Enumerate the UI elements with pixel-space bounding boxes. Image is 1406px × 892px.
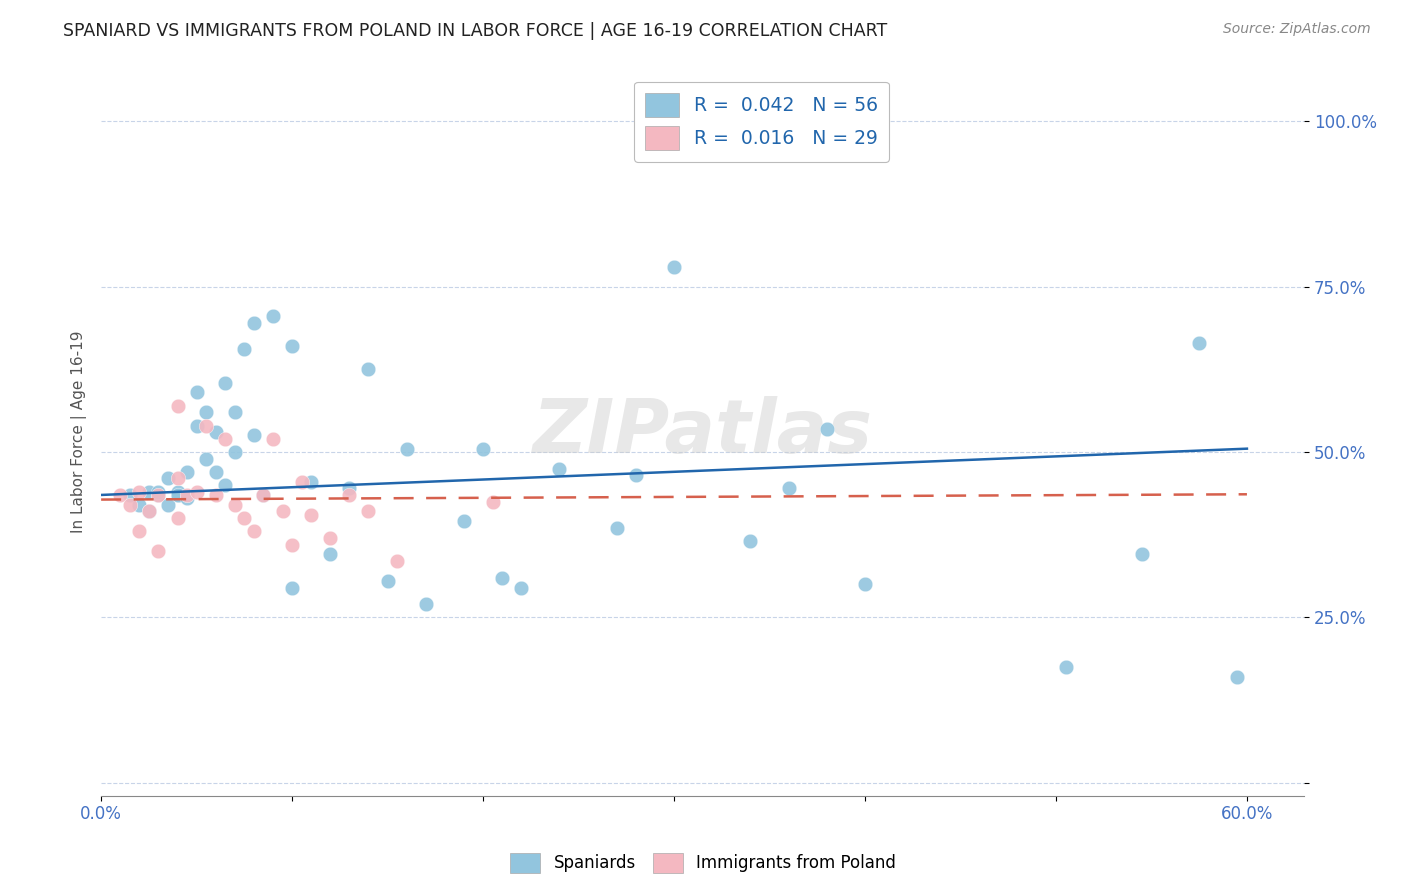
Point [357, 504, 380, 518]
Point [385, 554, 408, 568]
Point [395, 442, 418, 456]
Point [415, 597, 437, 611]
Point [233, 511, 256, 525]
Point [224, 445, 246, 459]
Point [815, 422, 838, 436]
Point [176, 491, 198, 506]
Point [110, 488, 132, 502]
Point [214, 478, 236, 492]
Point [720, 114, 742, 128]
Point [548, 461, 571, 475]
Point [166, 488, 188, 502]
Point [319, 548, 342, 562]
Point [510, 581, 533, 595]
Point [118, 488, 141, 502]
Point [138, 484, 160, 499]
Point [778, 481, 800, 495]
Legend: R =  0.042   N = 56, R =  0.016   N = 29: R = 0.042 N = 56, R = 0.016 N = 29 [634, 81, 889, 161]
Point [166, 471, 188, 485]
Point [166, 511, 188, 525]
Point [702, 114, 724, 128]
Point [224, 405, 246, 419]
Point [262, 432, 284, 446]
Point [156, 498, 179, 512]
Point [472, 442, 495, 456]
Point [281, 339, 304, 353]
Point [1054, 660, 1077, 674]
Point [156, 471, 179, 485]
Point [176, 465, 198, 479]
Text: SPANIARD VS IMMIGRANTS FROM POLAND IN LABOR FORCE | AGE 16-19 CORRELATION CHART: SPANIARD VS IMMIGRANTS FROM POLAND IN LA… [63, 22, 887, 40]
Point [166, 484, 188, 499]
Point [128, 498, 150, 512]
Point [166, 488, 188, 502]
Point [1226, 670, 1249, 684]
Point [281, 537, 304, 551]
Point [624, 468, 647, 483]
Point [337, 488, 360, 502]
Point [195, 418, 218, 433]
Point [148, 488, 170, 502]
Point [1130, 548, 1153, 562]
Point [299, 508, 322, 522]
Point [148, 544, 170, 558]
Point [491, 571, 513, 585]
Point [195, 451, 218, 466]
Point [606, 521, 628, 535]
Point [204, 465, 226, 479]
Point [186, 484, 208, 499]
Point [453, 515, 475, 529]
Point [337, 481, 360, 495]
Point [128, 484, 150, 499]
Point [299, 475, 322, 489]
Text: Source: ZipAtlas.com: Source: ZipAtlas.com [1223, 22, 1371, 37]
Point [262, 310, 284, 324]
Point [252, 488, 274, 502]
Point [243, 428, 266, 442]
Point [166, 399, 188, 413]
Point [195, 405, 218, 419]
Point [138, 504, 160, 518]
Point [853, 577, 876, 591]
Point [214, 432, 236, 446]
Point [291, 475, 314, 489]
Y-axis label: In Labor Force | Age 16-19: In Labor Force | Age 16-19 [72, 331, 87, 533]
Legend: Spaniards, Immigrants from Poland: Spaniards, Immigrants from Poland [503, 847, 903, 880]
Point [224, 498, 246, 512]
Point [243, 524, 266, 539]
Point [204, 425, 226, 439]
Point [214, 376, 236, 390]
Point [740, 534, 762, 549]
Point [118, 498, 141, 512]
Point [186, 418, 208, 433]
Text: ZIPatlas: ZIPatlas [533, 396, 873, 468]
Point [243, 316, 266, 330]
Point [730, 114, 752, 128]
Point [138, 504, 160, 518]
Point [148, 484, 170, 499]
Point [271, 504, 294, 518]
Point [252, 488, 274, 502]
Point [128, 524, 150, 539]
Point [481, 494, 503, 508]
Point [319, 531, 342, 545]
Point [357, 362, 380, 376]
Point [176, 488, 198, 502]
Point [233, 343, 256, 357]
Point [148, 488, 170, 502]
Point [662, 260, 685, 274]
Point [1188, 335, 1211, 350]
Point [377, 574, 399, 588]
Point [186, 385, 208, 400]
Point [204, 488, 226, 502]
Point [281, 581, 304, 595]
